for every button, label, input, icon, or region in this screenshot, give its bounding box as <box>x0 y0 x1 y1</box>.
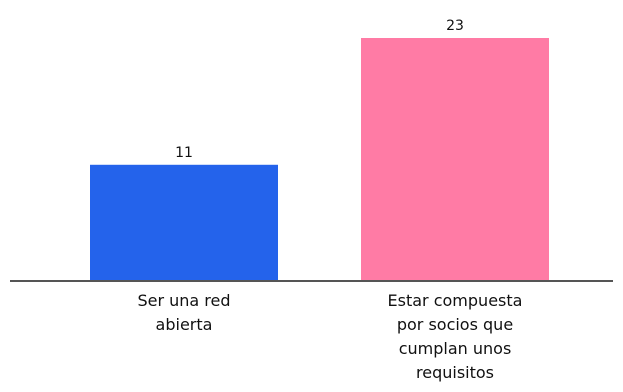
category-labels-group: Ser una red abierta Estar compuesta por soc… <box>137 291 522 382</box>
category-label-line: Estar compuesta <box>388 291 523 310</box>
value-label-1: 23 <box>446 18 464 34</box>
category-label-line: requisitos <box>416 363 494 382</box>
bar-1 <box>361 38 549 281</box>
category-label-line: por socios que <box>397 315 513 334</box>
category-label-0: Ser una red abierta <box>137 291 230 334</box>
category-label-line: Ser una red <box>137 291 230 310</box>
category-label-line: abierta <box>156 315 213 334</box>
bar-0 <box>90 164 278 281</box>
bars-group <box>90 38 549 281</box>
value-label-0: 11 <box>175 145 193 161</box>
value-labels-group: 11 23 <box>175 18 464 161</box>
category-label-line: cumplan unos <box>399 339 512 358</box>
category-label-1: Estar compuesta por socios que cumplan uno… <box>388 291 523 382</box>
